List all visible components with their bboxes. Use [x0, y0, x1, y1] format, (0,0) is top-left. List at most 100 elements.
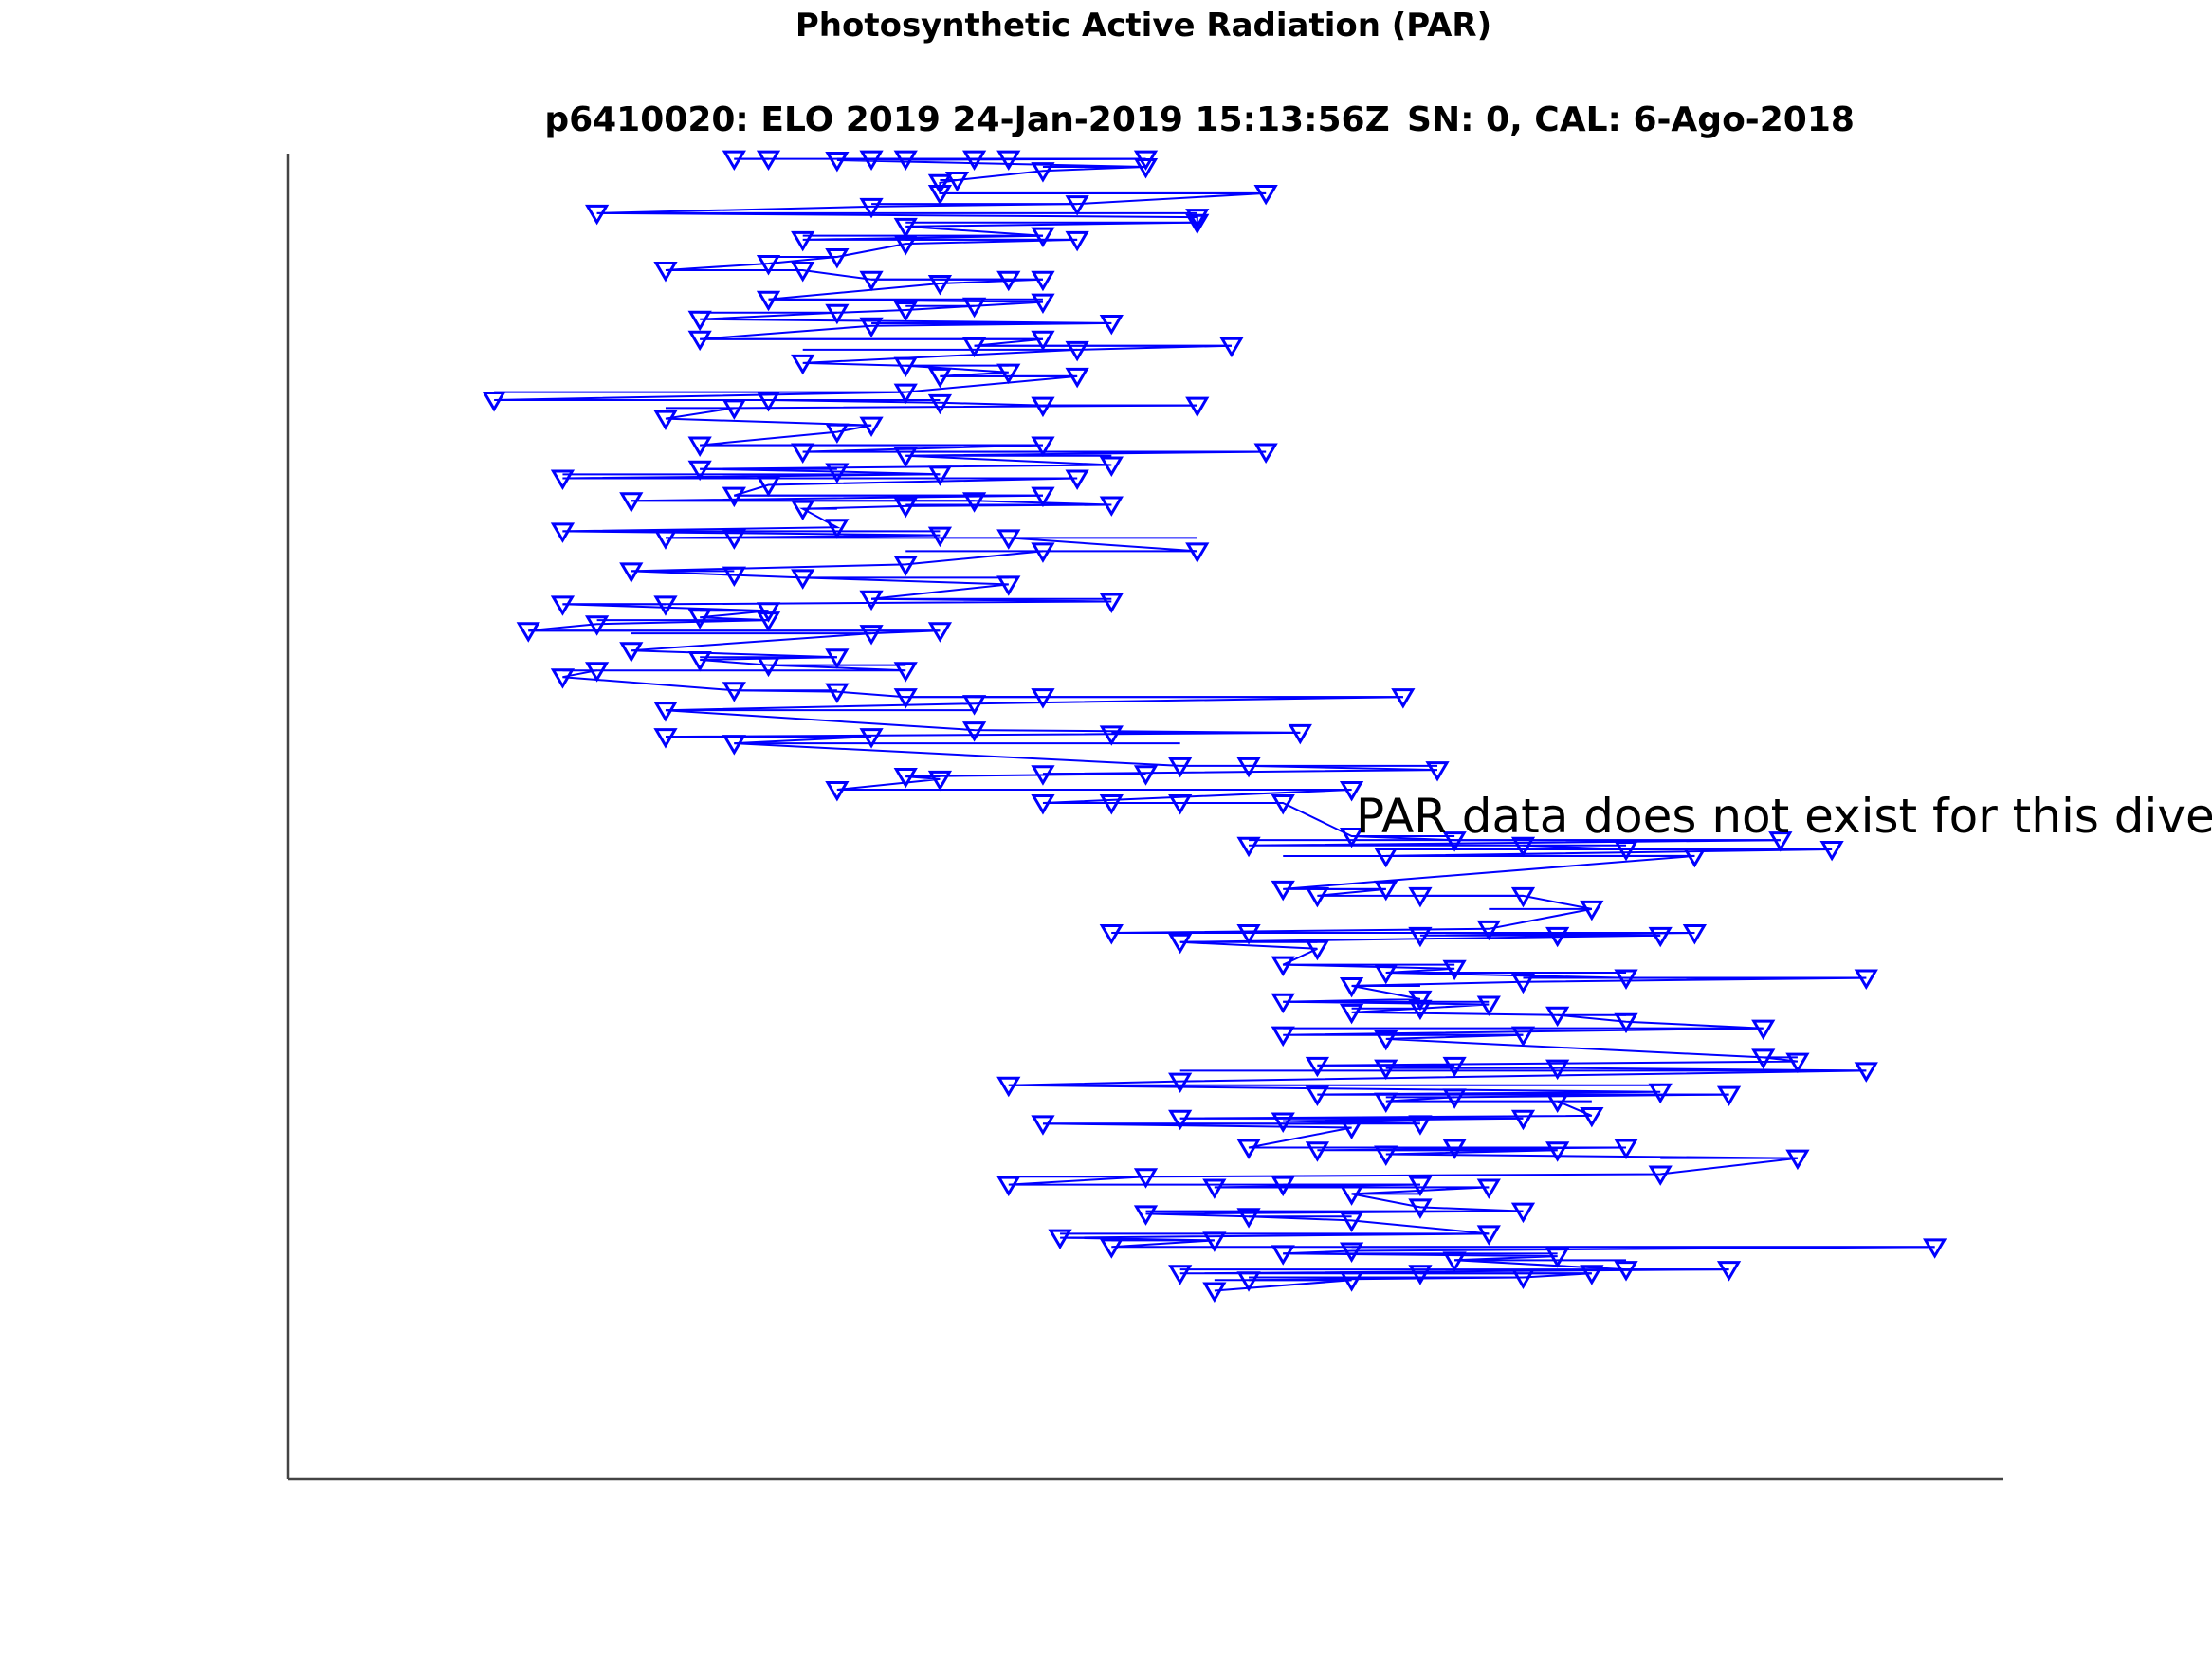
data-point-marker [1442, 1056, 1467, 1078]
chart-subtitle-left: p6410020: ELO 2019 24-Jan-2019 15:13:56Z [544, 100, 1389, 139]
data-point-marker [1099, 1238, 1124, 1259]
data-point-marker [1648, 1083, 1673, 1104]
data-point-marker [653, 410, 678, 431]
data-point-marker [859, 197, 884, 219]
data-point-marker [996, 270, 1021, 292]
data-point-marker [1168, 794, 1193, 815]
data-point-marker [1133, 1205, 1159, 1226]
data-point-marker [825, 423, 850, 445]
data-point-marker [1031, 396, 1055, 418]
data-point-marker [1031, 436, 1055, 458]
data-point-marker [1065, 469, 1089, 490]
data-point-marker [859, 728, 884, 749]
data-point-marker [927, 184, 953, 206]
data-point-marker [1202, 1282, 1227, 1303]
data-point-marker [1031, 1115, 1055, 1136]
data-point-marker [825, 648, 850, 669]
data-point-marker [1716, 1261, 1742, 1282]
data-point-marker [859, 150, 884, 172]
data-point-marker [1545, 1141, 1570, 1162]
data-point-marker [1048, 1229, 1072, 1250]
data-point-marker [1065, 340, 1089, 362]
data-point-marker [791, 443, 815, 465]
data-point-marker [619, 562, 644, 583]
data-point-marker [1751, 1019, 1776, 1041]
data-point-marker [584, 662, 610, 683]
data-point-marker [1391, 688, 1416, 709]
data-point-marker [516, 622, 540, 643]
data-point-marker [1339, 976, 1364, 998]
data-point-marker [893, 447, 918, 468]
data-point-marker [687, 310, 712, 332]
data-point-marker [1425, 761, 1450, 782]
data-point-marker [1168, 757, 1193, 778]
data-point-marker [1476, 1178, 1501, 1199]
data-point-marker [1854, 1062, 1878, 1083]
data-point-marker [653, 529, 678, 550]
data-point-marker [1648, 1165, 1673, 1186]
data-point-marker [927, 622, 953, 643]
data-point-marker [1305, 886, 1330, 908]
data-point-marker [1648, 926, 1673, 948]
data-point-marker [550, 469, 576, 490]
data-point-marker [1031, 227, 1055, 248]
data-point-marker [825, 248, 850, 269]
data-point-marker [756, 290, 781, 312]
data-point-marker [1099, 592, 1124, 613]
data-point-marker [1133, 1168, 1159, 1189]
data-point-marker [893, 768, 918, 789]
data-point-marker [1716, 1085, 1742, 1107]
data-point-marker [1031, 794, 1055, 815]
data-point-marker [893, 383, 918, 405]
data-point-marker [1408, 1265, 1433, 1285]
data-point-marker [1339, 1212, 1364, 1232]
data-point-marker [687, 330, 712, 352]
data-point-marker [1442, 1088, 1467, 1109]
data-point-marker [1099, 725, 1124, 746]
data-point-marker [1580, 1265, 1604, 1285]
data-point-marker [550, 522, 576, 543]
data-point-marker [722, 735, 746, 756]
data-point-marker [653, 702, 678, 722]
data-point-marker [1271, 1245, 1295, 1266]
data-point-marker [722, 682, 746, 702]
data-point-marker [1819, 840, 1844, 862]
data-point-marker [1751, 1048, 1776, 1069]
data-point-marker [1185, 213, 1210, 235]
data-point-marker [1510, 836, 1536, 858]
data-point-marker [1476, 995, 1501, 1016]
data-point-marker [1408, 1176, 1433, 1197]
data-point-marker [1202, 1231, 1227, 1252]
data-point-marker [1614, 1012, 1638, 1034]
data-point-marker [1031, 293, 1055, 315]
data-point-marker [1271, 1026, 1295, 1048]
data-point-marker [1271, 794, 1295, 815]
chart-subtitle-right: SN: 0, CAL: 6-Ago-2018 [1407, 100, 1855, 139]
data-point-marker [927, 526, 953, 548]
data-point-marker [1271, 1176, 1295, 1197]
data-point-marker [1442, 831, 1467, 852]
data-point-marker [961, 337, 987, 358]
data-point-marker [859, 317, 884, 338]
data-point-marker [1031, 688, 1055, 709]
data-point-marker [893, 356, 918, 378]
data-point-marker [722, 150, 746, 172]
data-point-marker [1682, 847, 1708, 868]
data-point-marker [859, 590, 884, 611]
data-point-marker [1031, 486, 1055, 508]
data-point-marker [1408, 999, 1433, 1021]
data-point-marker [1374, 1145, 1398, 1166]
data-point-marker [927, 275, 953, 296]
data-point-marker [1168, 1265, 1193, 1285]
data-point-marker [1510, 1026, 1536, 1048]
data-point-marker [1785, 1052, 1810, 1074]
data-point-marker [927, 173, 953, 195]
data-point-marker [859, 416, 884, 438]
data-point-marker [1271, 880, 1295, 902]
data-point-marker [1236, 924, 1261, 945]
data-point-marker [1305, 1141, 1330, 1162]
data-point-marker [1253, 443, 1278, 465]
data-point-marker [1408, 886, 1433, 908]
data-point-marker [996, 363, 1021, 385]
data-point-marker [1374, 880, 1398, 902]
